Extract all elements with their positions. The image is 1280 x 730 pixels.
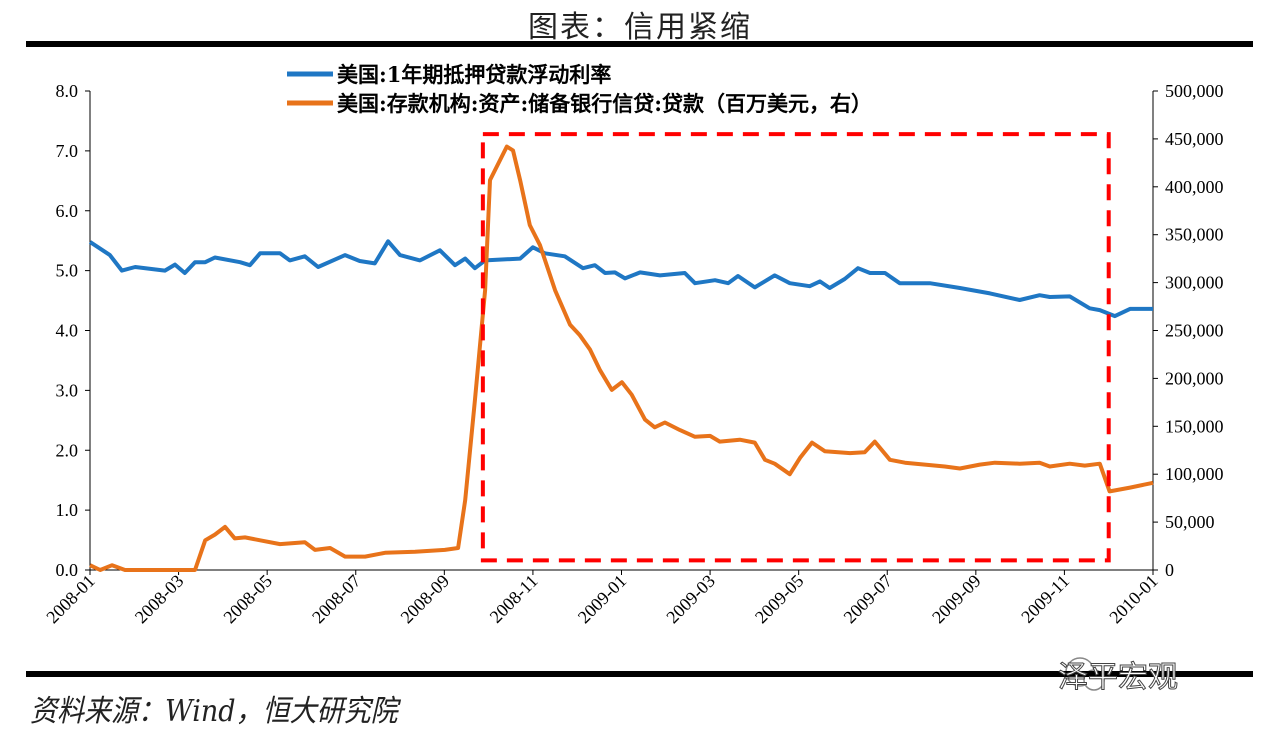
x-tick-label: 2009-03 (662, 571, 719, 628)
x-tick-label: 2009-05 (751, 571, 808, 628)
right-tick-label: 350,000 (1165, 225, 1224, 245)
title-rule (26, 41, 1253, 47)
source-note: 资料来源：Wind，恒大研究院 (30, 694, 398, 729)
series-line-mortgage-rate (88, 239, 1153, 319)
left-tick-label: 6.0 (56, 201, 79, 221)
x-tick-label: 2008-11 (486, 571, 542, 627)
series-line-reserve-bank-credit (89, 144, 1154, 572)
x-tick-label: 2008-03 (131, 571, 188, 628)
annotation-dashed-box (480, 132, 1111, 563)
left-tick-label: 5.0 (56, 261, 79, 281)
right-tick-label: 500,000 (1165, 81, 1224, 101)
left-tick-label: 8.0 (56, 81, 79, 101)
legend-label: 美国:存款机构:资产:储备银行信贷:贷款（百万美元，右） (337, 91, 872, 116)
left-tick-label: 3.0 (56, 380, 79, 400)
right-tick-label: 150,000 (1165, 416, 1224, 436)
left-tick-label: 0.0 (56, 560, 79, 580)
left-tick-label: 4.0 (56, 321, 79, 341)
right-tick-label: 400,000 (1165, 177, 1224, 197)
x-tick-label: 2008-05 (219, 571, 276, 628)
right-tick-label: 0 (1165, 560, 1174, 580)
right-tick-label: 450,000 (1165, 129, 1224, 149)
right-tick-label: 250,000 (1165, 321, 1224, 341)
right-tick-label: 300,000 (1165, 273, 1224, 293)
footer-rule (26, 671, 1253, 677)
x-tick-label: 2008-07 (308, 571, 365, 628)
x-tick-label: 2009-09 (928, 571, 985, 628)
chart-title: 图表：信用紧缩 (528, 10, 752, 45)
watermark: 泽平宏观 (1058, 660, 1179, 696)
x-tick-label: 2009-11 (1017, 571, 1073, 627)
x-tick-label: 2009-07 (840, 571, 897, 628)
right-tick-label: 100,000 (1165, 464, 1224, 484)
legend-label: 美国:1年期抵押贷款浮动利率 (337, 62, 611, 87)
left-tick-label: 1.0 (56, 500, 79, 520)
left-tick-label: 2.0 (56, 440, 79, 460)
right-tick-label: 50,000 (1165, 512, 1215, 532)
x-tick-label: 2009-01 (574, 571, 631, 628)
right-tick-label: 200,000 (1165, 368, 1224, 388)
left-tick-label: 7.0 (56, 141, 79, 161)
x-tick-label: 2008-09 (397, 571, 454, 628)
x-tick-label: 2010-01 (1105, 571, 1162, 628)
